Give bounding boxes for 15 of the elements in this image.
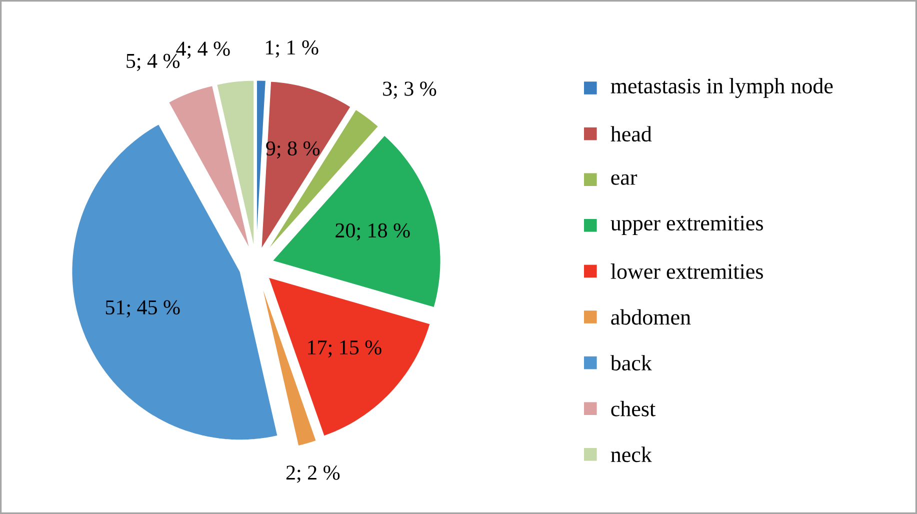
legend-label: lower extremities: [610, 263, 763, 279]
data-label: 20; 18 %: [336, 223, 410, 241]
legend-label: neck: [610, 446, 652, 462]
data-label: 2; 2 %: [286, 466, 340, 483]
legend-label: back: [610, 355, 652, 371]
legend-label: head: [610, 126, 652, 142]
legend-label: upper extremities: [610, 216, 763, 236]
legend-label: ear: [611, 174, 638, 185]
legend-label: chest: [611, 400, 656, 416]
data-label: 51; 45 %: [106, 300, 180, 318]
legend-label: metastasis in lymph node: [610, 78, 833, 98]
legend-label: abdomen: [611, 309, 691, 325]
data-label: 1; 1 %: [266, 40, 318, 58]
data-label: 17; 15 %: [308, 340, 382, 358]
data-label: 3; 3 %: [383, 82, 436, 99]
